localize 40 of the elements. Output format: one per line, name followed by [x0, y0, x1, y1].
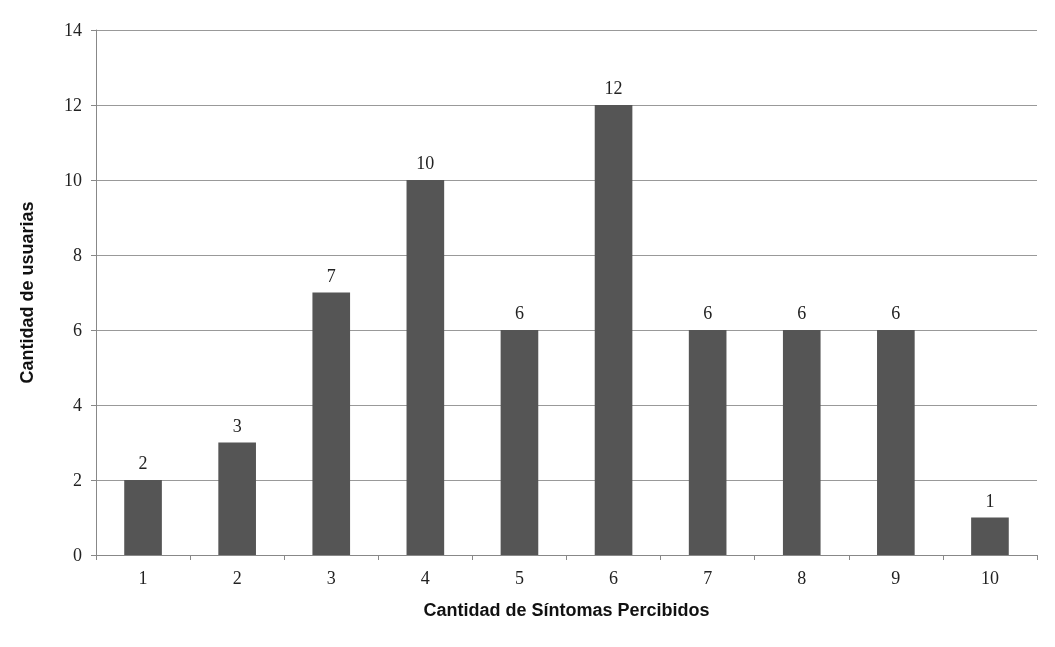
bar	[688, 330, 727, 555]
data-label: 12	[604, 78, 623, 98]
x-tick-label: 7	[703, 568, 713, 588]
data-label: 1	[985, 490, 995, 511]
y-tick-label: 14	[64, 20, 82, 40]
bar	[218, 442, 256, 555]
bar	[594, 105, 633, 555]
y-tick-label: 0	[73, 545, 82, 565]
bar	[877, 330, 915, 555]
x-tick-label: 6	[609, 568, 619, 588]
x-axis-title: Cantidad de Síntomas Percibidos	[423, 600, 710, 620]
x-tick-label: 1	[138, 568, 148, 588]
data-label: 6	[703, 303, 713, 323]
y-tick-label: 4	[73, 395, 82, 415]
data-label: 6	[514, 303, 524, 323]
bar	[312, 292, 351, 555]
bar	[500, 330, 539, 555]
data-label: 3	[232, 415, 242, 436]
data-label: 6	[891, 303, 901, 323]
x-tick-label: 4	[420, 568, 430, 588]
data-label: 6	[797, 303, 807, 323]
bar	[124, 480, 162, 555]
y-tick-label: 2	[73, 470, 82, 490]
x-tick-label: 10	[980, 568, 999, 588]
y-axis-title: Cantidad de usuarias	[17, 201, 37, 384]
y-tick-label: 8	[73, 245, 82, 265]
x-tick-label: 9	[891, 568, 901, 588]
data-label: 2	[138, 453, 148, 473]
x-tick-label: 2	[232, 568, 242, 588]
bar	[782, 330, 821, 555]
x-tick-label: 3	[326, 568, 336, 588]
x-tick-label: 8	[797, 568, 807, 588]
y-tick-label: 12	[64, 95, 82, 115]
bar	[406, 180, 445, 555]
data-label: 7	[326, 265, 336, 286]
y-tick-label: 10	[64, 170, 82, 190]
y-tick-label: 6	[73, 320, 82, 340]
x-tick-label: 5	[514, 568, 524, 588]
bar	[971, 517, 1009, 555]
data-label: 10	[416, 153, 435, 173]
